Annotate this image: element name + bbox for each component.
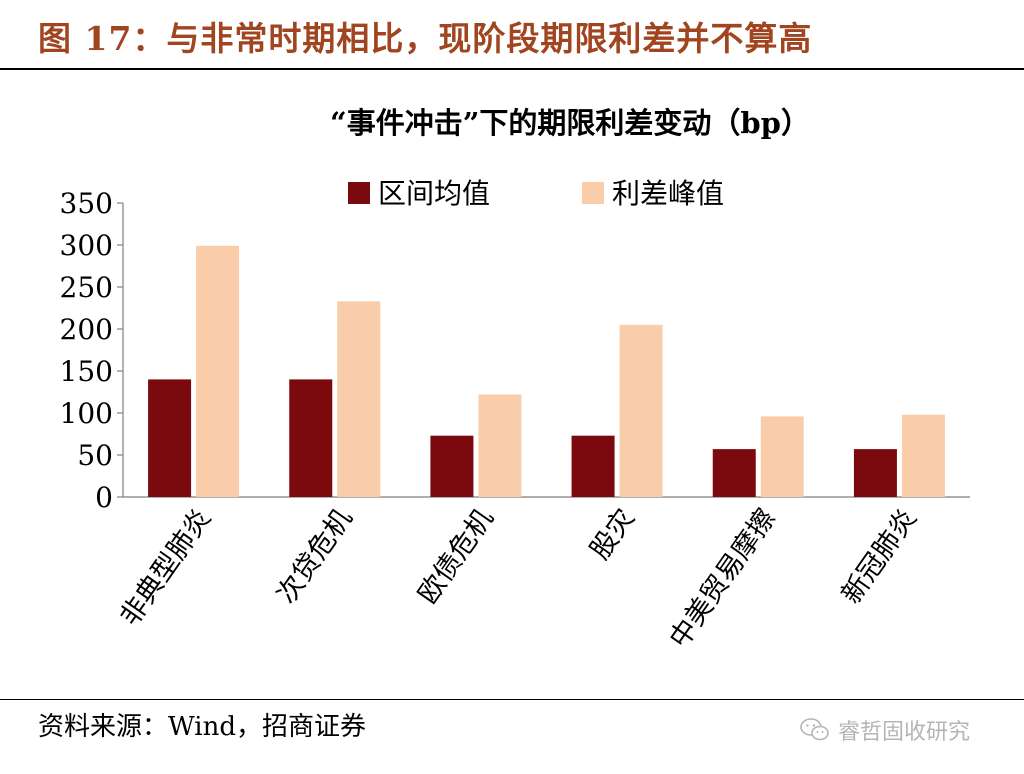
y-tick-label: 100 xyxy=(60,397,113,430)
bar-mean xyxy=(148,379,192,497)
chart-legend: 区间均值 利差峰值 xyxy=(348,177,724,210)
legend-swatch xyxy=(348,182,370,204)
y-tick-label: 300 xyxy=(60,229,113,262)
y-tick-label: 200 xyxy=(60,313,113,346)
bar-peak xyxy=(478,394,522,497)
bar-chart: “事件冲击”下的期限利差变动（bp） 区间均值 利差峰值 0 50 100 150 200… xyxy=(60,106,970,654)
chart-title: “事件冲击”下的期限利差变动（bp） xyxy=(330,106,810,140)
bar-mean xyxy=(430,435,474,497)
y-tick-label: 250 xyxy=(60,271,113,304)
top-rule xyxy=(0,68,1024,70)
y-tick-label: 350 xyxy=(60,187,113,220)
figure-title: 图 17：与非常时期相比，现阶段期限利差并不算高 xyxy=(38,19,813,58)
y-tick-label: 150 xyxy=(60,355,113,388)
bar-mean xyxy=(289,379,333,497)
x-tick-label: 次贷危机 xyxy=(271,503,358,609)
legend-label: 区间均值 xyxy=(378,177,490,210)
y-tick-label: 0 xyxy=(95,481,113,514)
bar-peak xyxy=(901,414,945,497)
y-tick-label: 50 xyxy=(77,439,113,472)
x-tick-label: 新冠肺炎 xyxy=(836,503,923,609)
bottom-rule xyxy=(0,699,1024,700)
x-tick-label: 股灾 xyxy=(584,503,640,565)
legend-swatch xyxy=(582,182,604,204)
x-tick-label: 中美贸易摩擦 xyxy=(664,503,782,653)
bar-peak xyxy=(337,301,381,497)
bar-mean xyxy=(712,449,756,497)
x-tick-label: 非典型肺炎 xyxy=(114,503,217,631)
bar-peak xyxy=(619,324,663,497)
watermark-text: 睿哲固收研究 xyxy=(838,720,971,745)
watermark: 睿哲固收研究 xyxy=(800,714,970,746)
wechat-icon xyxy=(800,718,829,741)
x-axis: 非典型肺炎 次贷危机 欧债危机 股灾 中美贸易摩擦 新冠肺炎 xyxy=(114,496,970,654)
bar-peak xyxy=(196,245,240,497)
x-tick-label: 欧债危机 xyxy=(412,503,499,609)
bars xyxy=(148,245,945,497)
bar-mean xyxy=(853,449,897,497)
bar-mean xyxy=(571,435,615,497)
bar-peak xyxy=(760,416,804,497)
source-note: 资料来源：Wind，招商证券 xyxy=(38,712,366,742)
y-axis: 0 50 100 150 200 250 300 350 xyxy=(60,187,124,514)
legend-label: 利差峰值 xyxy=(612,177,724,210)
